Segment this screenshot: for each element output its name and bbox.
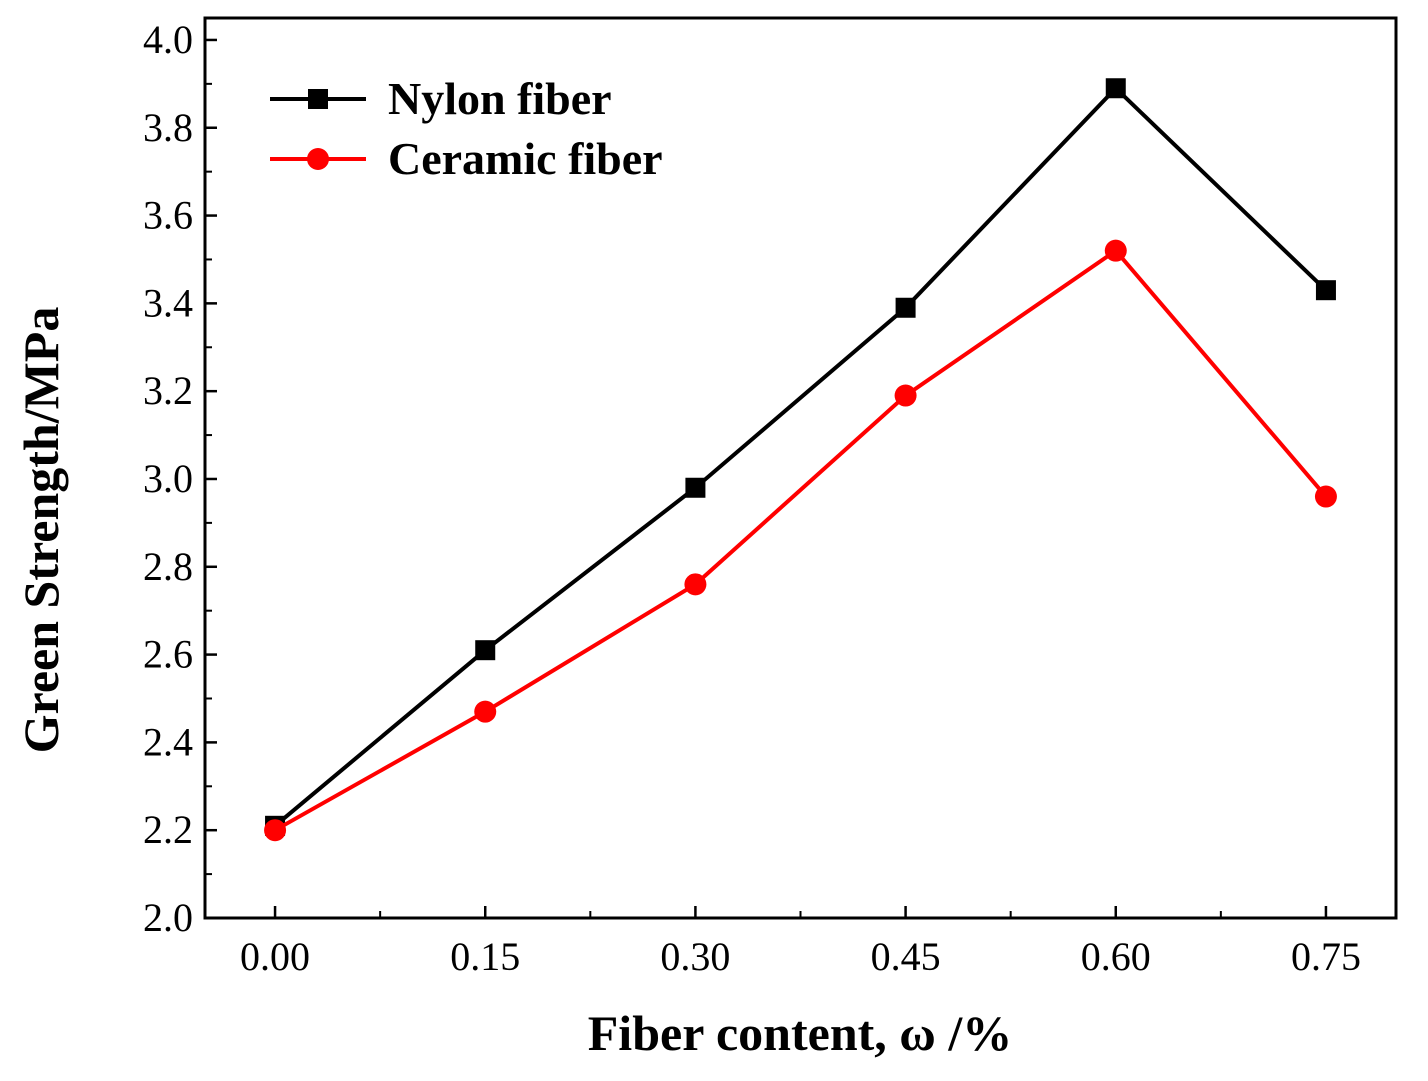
data-point-nylon-fiber [1105, 78, 1126, 99]
y-tick-label-2.2: 2.2 [143, 807, 193, 852]
y-tick-label-3.4: 3.4 [143, 280, 193, 325]
x-tick-label-0.30: 0.30 [660, 934, 730, 979]
y-tick-label-2.0: 2.0 [143, 895, 193, 940]
y-tick-label-4.0: 4.0 [143, 17, 193, 62]
x-axis-title: Fiber content, ω /% [588, 1005, 1012, 1061]
series-line-nylon-fiber [273, 85, 1328, 828]
legend-label-nylon-fiber: Nylon fiber [388, 73, 612, 124]
y-tick-label-3.2: 3.2 [143, 368, 193, 413]
series-line-ceramic-fiber [274, 248, 1328, 832]
legend: Nylon fiber Ceramic fiber [270, 73, 663, 184]
x-tick-label-0.45: 0.45 [871, 934, 941, 979]
data-point-nylon-fiber [1315, 280, 1336, 301]
y-tick-label-3.6: 3.6 [143, 193, 193, 238]
data-point-ceramic-fiber [1104, 239, 1127, 262]
data-point-ceramic-fiber [684, 573, 707, 596]
legend-item-nylon-fiber: Nylon fiber [270, 73, 612, 124]
legend-marker-nylon-fiber [308, 89, 328, 109]
axis-ticks: 2.0 2.2 2.4 2.6 2.8 3.0 3.2 3.4 3.6 3.8 4.0 0.00 0.1… [143, 17, 1361, 979]
data-point-nylon-fiber [475, 640, 496, 661]
series-ceramic-fiber [264, 239, 1337, 842]
data-point-ceramic-fiber [474, 700, 497, 723]
data-point-ceramic-fiber [894, 384, 917, 407]
x-tick-label-0.75: 0.75 [1291, 934, 1361, 979]
legend-marker-ceramic-fiber [307, 148, 329, 170]
data-point-ceramic-fiber [264, 819, 287, 842]
series-nylon-fiber [265, 78, 1336, 836]
y-tick-label-2.4: 2.4 [143, 719, 193, 764]
data-point-ceramic-fiber [1314, 485, 1337, 508]
data-point-nylon-fiber [895, 297, 916, 318]
x-tick-label-0.60: 0.60 [1081, 934, 1151, 979]
x-tick-label-0.15: 0.15 [450, 934, 520, 979]
y-axis-title: Green Strength/MPa [13, 307, 69, 754]
legend-label-ceramic-fiber: Ceramic fiber [388, 133, 663, 184]
y-tick-label-2.6: 2.6 [143, 632, 193, 677]
plot-frame [203, 16, 1398, 920]
series-layer [264, 78, 1337, 842]
y-tick-label-2.8: 2.8 [143, 544, 193, 589]
data-point-nylon-fiber [685, 477, 706, 498]
x-tick-label-0.00: 0.00 [240, 934, 310, 979]
legend-item-ceramic-fiber: Ceramic fiber [270, 133, 663, 184]
y-tick-label-3.8: 3.8 [143, 105, 193, 150]
y-tick-label-3.0: 3.0 [143, 456, 193, 501]
